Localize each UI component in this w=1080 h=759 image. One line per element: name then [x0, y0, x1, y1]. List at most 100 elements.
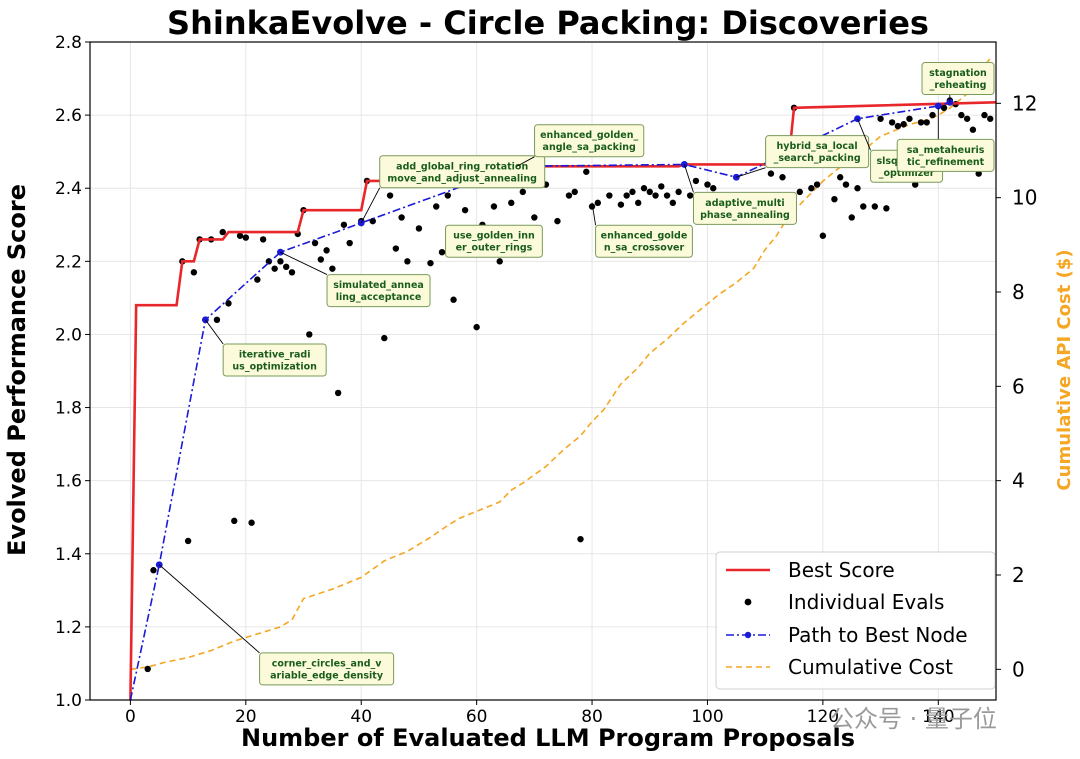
annotation: stagnation_reheating [921, 62, 995, 103]
eval-point [831, 195, 838, 203]
x-tick-label: 40 [350, 707, 372, 727]
annotation-connector [360, 187, 381, 224]
annotation-label: _optimizer [879, 168, 935, 179]
eval-point [848, 214, 855, 221]
annotation-label: iterative_radi [239, 350, 311, 361]
eval-point [490, 203, 498, 210]
annotation-connector [736, 167, 766, 178]
eval-point [675, 188, 682, 196]
eval-point [242, 234, 250, 241]
annotation-box [534, 124, 645, 158]
legend-swatch-path-node [744, 631, 752, 639]
x-tick-label: 100 [691, 707, 723, 727]
eval-point [219, 228, 226, 236]
eval-point [381, 334, 388, 342]
eval-point [588, 203, 596, 210]
eval-point [704, 181, 711, 188]
eval-point [369, 217, 376, 225]
y-axis-label: Evolved Performance Score [3, 184, 31, 556]
annotation: enhanced_golden_sa_crossover [591, 202, 693, 258]
eval-point [836, 174, 844, 181]
y-tick-label: 2.4 [55, 179, 82, 199]
eval-point [277, 258, 284, 265]
x-axis-label: Number of Evaluated LLM Program Proposal… [241, 724, 855, 752]
eval-point [842, 181, 850, 188]
x-tick-label: 20 [235, 707, 257, 727]
eval-point [433, 203, 440, 210]
eval-point [808, 185, 815, 192]
eval-point [623, 192, 630, 199]
annotation-box [692, 191, 797, 225]
eval-point [658, 183, 665, 190]
path-node [934, 102, 942, 110]
eval-point [929, 111, 936, 119]
eval-point [819, 232, 827, 239]
eval-point [940, 104, 948, 112]
annotation-label: simulated_annea [333, 280, 424, 291]
eval-point [663, 192, 671, 199]
eval-point [404, 258, 411, 265]
eval-point [987, 115, 994, 122]
annotation: hybrid_sa_local_search_packing [736, 135, 870, 178]
eval-point [981, 111, 988, 119]
annotation-label: phase_annealing [700, 210, 790, 221]
eval-point [461, 206, 469, 214]
annotation: simulated_annealing_acceptance [280, 251, 431, 308]
eval-point [236, 232, 244, 239]
eval-point [519, 188, 527, 196]
eval-point [340, 221, 348, 228]
eval-point [894, 122, 902, 130]
eval-point [323, 247, 330, 254]
eval-point [646, 188, 653, 196]
eval-point [184, 537, 192, 545]
annotation-box [921, 62, 995, 96]
eval-point [652, 192, 659, 199]
eval-point [554, 217, 561, 225]
annotation-label: stagnation [929, 68, 987, 79]
annotation-connector [280, 251, 328, 275]
annotation-box [259, 652, 395, 686]
annotation-label: er_outer_rings [456, 243, 533, 254]
annotation-connector [857, 118, 871, 151]
eval-point [265, 258, 273, 265]
annotation-label: use_golden_inn [453, 231, 535, 242]
legend-swatch-evals [744, 598, 752, 606]
watermark: 公众号 · 量子位 [830, 705, 997, 733]
eval-point [796, 188, 803, 196]
path-node [357, 219, 365, 227]
y2-tick-label: 8 [1012, 280, 1025, 304]
annotation-label: hybrid_sa_local [777, 141, 858, 152]
eval-point [438, 248, 446, 256]
eval-point [213, 316, 221, 324]
eval-point [888, 119, 896, 126]
eval-point [958, 111, 965, 119]
annotation-label: add_global_ring_rotation [396, 161, 528, 172]
eval-point [606, 192, 613, 199]
eval-point [254, 276, 261, 283]
eval-point [427, 259, 434, 267]
annotation-label: adaptive_multi [705, 198, 784, 209]
eval-point [577, 535, 584, 543]
annotation-label: sa_metaheuris [907, 145, 985, 156]
x-tick-label: 0 [125, 707, 136, 727]
annotation-box [896, 138, 995, 172]
eval-point [444, 192, 451, 199]
annotation-box [326, 274, 431, 308]
y-tick-label: 2.2 [55, 252, 82, 272]
annotation-box [379, 155, 546, 189]
annotation: add_global_ring_rotationmove_and_adjust_… [360, 155, 546, 224]
x-tick-label: 140 [922, 707, 954, 727]
eval-point [692, 177, 700, 185]
eval-point [617, 201, 625, 208]
legend-label: Individual Evals [788, 590, 944, 614]
chart-title: ShinkaEvolve - Circle Packing: Discoveri… [167, 4, 929, 42]
eval-point [635, 199, 642, 207]
plot-frame [89, 41, 997, 701]
x-tick-label: 60 [466, 707, 488, 727]
eval-point [190, 269, 198, 276]
eval-point [710, 185, 717, 192]
eval-point [283, 263, 290, 271]
eval-point [975, 170, 982, 177]
